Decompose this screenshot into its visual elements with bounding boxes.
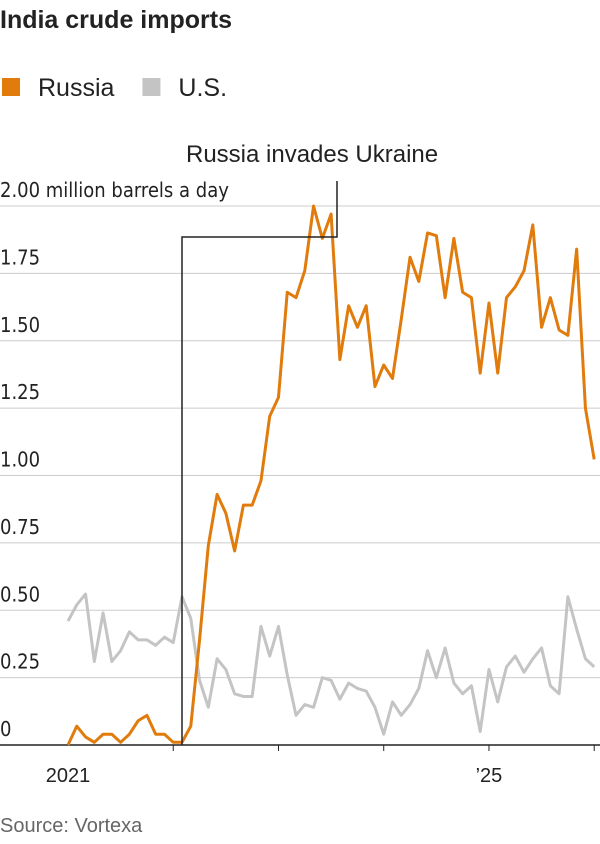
y-tick-label: 0.50: [0, 582, 40, 606]
series-line: [66, 592, 596, 736]
lines: [66, 204, 596, 746]
legend-swatch: [2, 78, 20, 96]
legend-label: U.S.: [178, 74, 227, 102]
annotation-line: [181, 181, 338, 745]
y-tick-label: 0.25: [0, 650, 40, 674]
legend-label: Russia: [38, 74, 115, 102]
y-tick-label: 1.50: [0, 313, 40, 337]
legend-swatch: [142, 78, 161, 96]
x-tick-label: 2021: [46, 765, 91, 787]
y-tick-label: 2.00 million barrels a day: [0, 178, 229, 202]
series-line: [66, 204, 596, 746]
annotation: Russia invades Ukraine: [186, 141, 438, 168]
y-tick-label: 1.00: [0, 448, 40, 472]
grid: 0 0.25 0.50 0.75 1.00 1.25 1.50 1.75 2.00 millio…: [0, 178, 600, 787]
chart-title: India crude imports: [0, 6, 232, 34]
y-tick-label: 1.75: [0, 245, 40, 269]
y-tick-label: 1.25: [0, 380, 40, 404]
y-tick-label: 0.75: [0, 515, 40, 539]
y-tick-label: 0: [0, 717, 11, 741]
source: Source: Vortexa: [0, 815, 143, 837]
x-tick-label: ’25: [476, 765, 503, 787]
